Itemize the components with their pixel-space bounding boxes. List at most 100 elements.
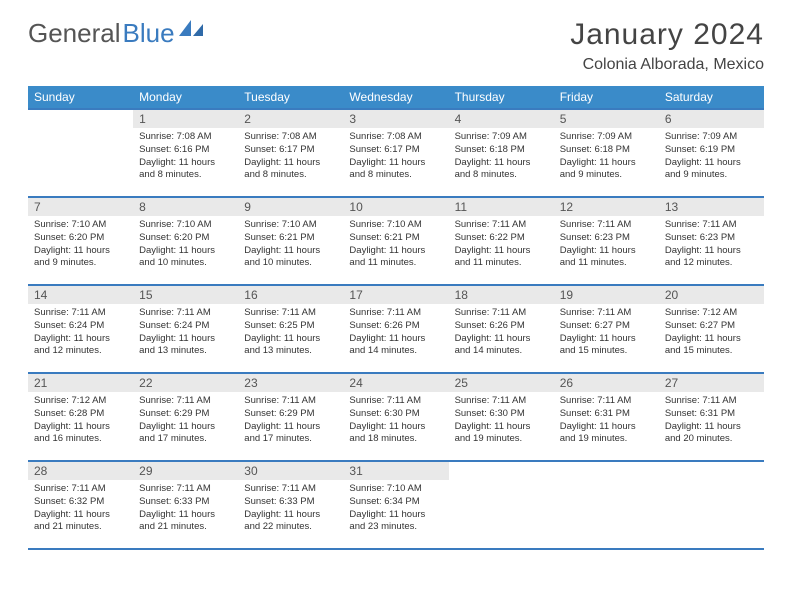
day-number: 8 (133, 198, 238, 216)
calendar-cell: 6Sunrise: 7:09 AMSunset: 6:19 PMDaylight… (659, 109, 764, 197)
day-number: 20 (659, 286, 764, 304)
day-number: 17 (343, 286, 448, 304)
day-number: 16 (238, 286, 343, 304)
day-number: 11 (449, 198, 554, 216)
day-details: Sunrise: 7:11 AMSunset: 6:31 PMDaylight:… (659, 392, 764, 452)
day-number: 31 (343, 462, 448, 480)
day-details: Sunrise: 7:11 AMSunset: 6:22 PMDaylight:… (449, 216, 554, 276)
day-details: Sunrise: 7:10 AMSunset: 6:20 PMDaylight:… (133, 216, 238, 276)
day-details: Sunrise: 7:11 AMSunset: 6:23 PMDaylight:… (659, 216, 764, 276)
calendar-cell: 31Sunrise: 7:10 AMSunset: 6:34 PMDayligh… (343, 461, 448, 549)
day-number: 10 (343, 198, 448, 216)
calendar-cell: 9Sunrise: 7:10 AMSunset: 6:21 PMDaylight… (238, 197, 343, 285)
day-details: Sunrise: 7:08 AMSunset: 6:17 PMDaylight:… (238, 128, 343, 188)
day-number: 26 (554, 374, 659, 392)
calendar-cell: 3Sunrise: 7:08 AMSunset: 6:17 PMDaylight… (343, 109, 448, 197)
day-details: Sunrise: 7:08 AMSunset: 6:17 PMDaylight:… (343, 128, 448, 188)
day-details: Sunrise: 7:10 AMSunset: 6:20 PMDaylight:… (28, 216, 133, 276)
day-number: 4 (449, 110, 554, 128)
day-details: Sunrise: 7:09 AMSunset: 6:18 PMDaylight:… (554, 128, 659, 188)
calendar-header-row: SundayMondayTuesdayWednesdayThursdayFrid… (28, 86, 764, 109)
calendar-cell: 13Sunrise: 7:11 AMSunset: 6:23 PMDayligh… (659, 197, 764, 285)
day-details: Sunrise: 7:11 AMSunset: 6:33 PMDaylight:… (133, 480, 238, 540)
day-details: Sunrise: 7:09 AMSunset: 6:19 PMDaylight:… (659, 128, 764, 188)
calendar-cell: 10Sunrise: 7:10 AMSunset: 6:21 PMDayligh… (343, 197, 448, 285)
day-number: 22 (133, 374, 238, 392)
calendar-cell: 20Sunrise: 7:12 AMSunset: 6:27 PMDayligh… (659, 285, 764, 373)
day-details: Sunrise: 7:11 AMSunset: 6:32 PMDaylight:… (28, 480, 133, 540)
day-details: Sunrise: 7:11 AMSunset: 6:33 PMDaylight:… (238, 480, 343, 540)
day-number: 25 (449, 374, 554, 392)
calendar-cell: 22Sunrise: 7:11 AMSunset: 6:29 PMDayligh… (133, 373, 238, 461)
weekday-header: Monday (133, 86, 238, 109)
day-number: 18 (449, 286, 554, 304)
day-number: 14 (28, 286, 133, 304)
location-label: Colonia Alborada, Mexico (570, 56, 764, 74)
day-details: Sunrise: 7:11 AMSunset: 6:29 PMDaylight:… (238, 392, 343, 452)
day-number: 24 (343, 374, 448, 392)
day-details: Sunrise: 7:11 AMSunset: 6:30 PMDaylight:… (449, 392, 554, 452)
day-details: Sunrise: 7:10 AMSunset: 6:21 PMDaylight:… (238, 216, 343, 276)
day-number: 3 (343, 110, 448, 128)
calendar-cell: 24Sunrise: 7:11 AMSunset: 6:30 PMDayligh… (343, 373, 448, 461)
day-number: 28 (28, 462, 133, 480)
calendar-cell: 5Sunrise: 7:09 AMSunset: 6:18 PMDaylight… (554, 109, 659, 197)
weekday-header: Wednesday (343, 86, 448, 109)
weekday-header: Tuesday (238, 86, 343, 109)
day-details: Sunrise: 7:11 AMSunset: 6:26 PMDaylight:… (343, 304, 448, 364)
day-number: 23 (238, 374, 343, 392)
day-number: 13 (659, 198, 764, 216)
brand-logo: GeneralBlue (28, 18, 205, 49)
day-number: 7 (28, 198, 133, 216)
day-details: Sunrise: 7:11 AMSunset: 6:23 PMDaylight:… (554, 216, 659, 276)
day-details: Sunrise: 7:10 AMSunset: 6:34 PMDaylight:… (343, 480, 448, 540)
day-number: 6 (659, 110, 764, 128)
brand-word1: General (28, 18, 121, 49)
weekday-header: Sunday (28, 86, 133, 109)
calendar-cell (28, 109, 133, 197)
day-number: 9 (238, 198, 343, 216)
day-details: Sunrise: 7:11 AMSunset: 6:24 PMDaylight:… (28, 304, 133, 364)
calendar-cell (659, 461, 764, 549)
calendar-body: 1Sunrise: 7:08 AMSunset: 6:16 PMDaylight… (28, 109, 764, 549)
calendar-cell: 1Sunrise: 7:08 AMSunset: 6:16 PMDaylight… (133, 109, 238, 197)
calendar-cell: 29Sunrise: 7:11 AMSunset: 6:33 PMDayligh… (133, 461, 238, 549)
calendar-cell: 26Sunrise: 7:11 AMSunset: 6:31 PMDayligh… (554, 373, 659, 461)
day-details: Sunrise: 7:11 AMSunset: 6:31 PMDaylight:… (554, 392, 659, 452)
day-details: Sunrise: 7:11 AMSunset: 6:29 PMDaylight:… (133, 392, 238, 452)
calendar-table: SundayMondayTuesdayWednesdayThursdayFrid… (28, 86, 764, 550)
header: GeneralBlue January 2024 Colonia Alborad… (28, 18, 764, 74)
day-details: Sunrise: 7:11 AMSunset: 6:26 PMDaylight:… (449, 304, 554, 364)
day-details: Sunrise: 7:10 AMSunset: 6:21 PMDaylight:… (343, 216, 448, 276)
calendar-cell: 12Sunrise: 7:11 AMSunset: 6:23 PMDayligh… (554, 197, 659, 285)
day-number: 5 (554, 110, 659, 128)
day-number: 15 (133, 286, 238, 304)
calendar-cell: 2Sunrise: 7:08 AMSunset: 6:17 PMDaylight… (238, 109, 343, 197)
calendar-cell: 16Sunrise: 7:11 AMSunset: 6:25 PMDayligh… (238, 285, 343, 373)
month-title: January 2024 (570, 18, 764, 52)
day-number: 19 (554, 286, 659, 304)
day-details: Sunrise: 7:08 AMSunset: 6:16 PMDaylight:… (133, 128, 238, 188)
day-details: Sunrise: 7:09 AMSunset: 6:18 PMDaylight:… (449, 128, 554, 188)
calendar-cell: 21Sunrise: 7:12 AMSunset: 6:28 PMDayligh… (28, 373, 133, 461)
day-number: 2 (238, 110, 343, 128)
brand-sail-icon (179, 14, 205, 45)
calendar-cell: 30Sunrise: 7:11 AMSunset: 6:33 PMDayligh… (238, 461, 343, 549)
day-number: 29 (133, 462, 238, 480)
weekday-header: Saturday (659, 86, 764, 109)
day-number: 27 (659, 374, 764, 392)
calendar-cell: 7Sunrise: 7:10 AMSunset: 6:20 PMDaylight… (28, 197, 133, 285)
calendar-cell: 4Sunrise: 7:09 AMSunset: 6:18 PMDaylight… (449, 109, 554, 197)
calendar-cell: 25Sunrise: 7:11 AMSunset: 6:30 PMDayligh… (449, 373, 554, 461)
calendar-cell: 11Sunrise: 7:11 AMSunset: 6:22 PMDayligh… (449, 197, 554, 285)
day-details: Sunrise: 7:11 AMSunset: 6:30 PMDaylight:… (343, 392, 448, 452)
calendar-cell: 27Sunrise: 7:11 AMSunset: 6:31 PMDayligh… (659, 373, 764, 461)
calendar-cell: 28Sunrise: 7:11 AMSunset: 6:32 PMDayligh… (28, 461, 133, 549)
weekday-header: Thursday (449, 86, 554, 109)
brand-word2: Blue (123, 18, 175, 49)
calendar-cell: 23Sunrise: 7:11 AMSunset: 6:29 PMDayligh… (238, 373, 343, 461)
day-details: Sunrise: 7:12 AMSunset: 6:27 PMDaylight:… (659, 304, 764, 364)
calendar-cell: 18Sunrise: 7:11 AMSunset: 6:26 PMDayligh… (449, 285, 554, 373)
calendar-cell (554, 461, 659, 549)
day-details: Sunrise: 7:11 AMSunset: 6:25 PMDaylight:… (238, 304, 343, 364)
